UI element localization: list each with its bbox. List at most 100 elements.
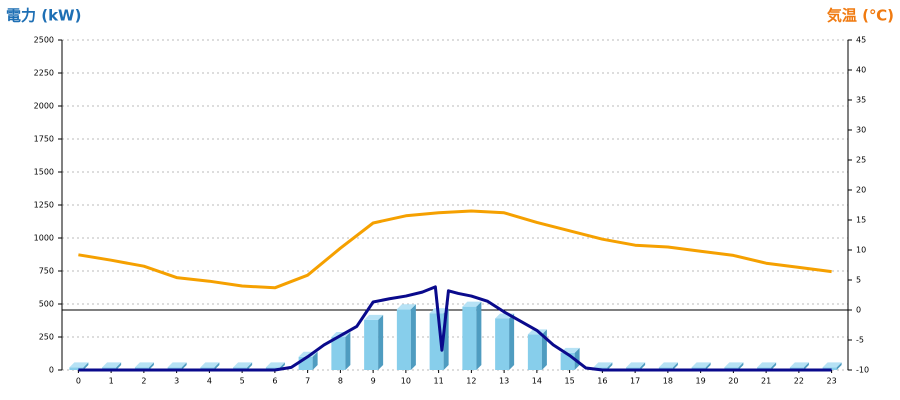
x-tick-label: 18 (663, 377, 673, 386)
x-tick-label: 1 (109, 377, 114, 386)
bar-top (233, 362, 253, 368)
bar (527, 329, 547, 370)
y2-tick-label: 20 (856, 186, 866, 195)
bar-top (658, 362, 678, 368)
bar-side (116, 362, 122, 370)
bar-top (364, 314, 384, 320)
y-tick-label: 2000 (34, 102, 54, 111)
bar-top (265, 362, 285, 368)
y2-tick-label: 35 (856, 96, 866, 105)
x-tick-label: 23 (827, 377, 837, 386)
bar-side (410, 304, 416, 370)
bar-front (69, 367, 84, 370)
x-tick-label: 19 (696, 377, 706, 386)
bar-side (803, 362, 809, 370)
line (78, 209, 832, 290)
y-tick-label: 1250 (34, 201, 54, 210)
line (78, 285, 832, 372)
bar (462, 301, 482, 370)
y-tick-label: 750 (39, 267, 54, 276)
y-tick-label: 1750 (34, 135, 54, 144)
bar-front (396, 309, 411, 370)
bar-side (836, 362, 842, 370)
x-tick-label: 3 (174, 377, 179, 386)
bar-top (200, 362, 220, 368)
x-tick-label: 10 (401, 377, 411, 386)
bar-side (672, 362, 678, 370)
x-tick-label: 13 (499, 377, 509, 386)
x-tick-label: 6 (272, 377, 277, 386)
y-tick-label: 0 (49, 366, 54, 375)
x-tick-label: 20 (728, 377, 738, 386)
y2-tick-label: 5 (856, 276, 861, 285)
bar (495, 313, 515, 370)
bar-front (331, 337, 346, 370)
y2-tick-label: -10 (856, 366, 869, 375)
x-tick-label: 11 (434, 377, 444, 386)
y2-tick-label: 40 (856, 66, 866, 75)
bar-side (738, 362, 744, 370)
x-tick-label: 0 (76, 377, 81, 386)
x-tick-label: 16 (597, 377, 607, 386)
bar-side (771, 362, 777, 370)
bar (69, 362, 89, 370)
x-tick-label: 4 (207, 377, 212, 386)
bar-front (527, 334, 542, 370)
bar-side (607, 362, 613, 370)
bar-front (364, 319, 379, 370)
bar-top (102, 362, 122, 368)
bar-front (462, 306, 477, 370)
bar-top (757, 362, 777, 368)
x-tick-label: 22 (794, 377, 804, 386)
bar-side (148, 362, 154, 370)
bar-front (495, 318, 510, 370)
bar-side (476, 301, 482, 370)
bar-side (181, 362, 187, 370)
x-tick-label: 14 (532, 377, 542, 386)
y-tick-label: 2250 (34, 69, 54, 78)
bar-side (312, 351, 318, 370)
bar-top (69, 362, 89, 368)
x-tick-label: 15 (565, 377, 575, 386)
x-tick-label: 21 (761, 377, 771, 386)
x-tick-label: 2 (141, 377, 146, 386)
x-tick-label: 9 (371, 377, 376, 386)
bar-side (83, 362, 89, 370)
bar-top (789, 362, 809, 368)
bar-top (593, 362, 613, 368)
bar-side (247, 362, 253, 370)
y2-axis-label: 気温 (℃) (827, 7, 894, 25)
x-tick-label: 17 (630, 377, 640, 386)
x-tick-label: 8 (338, 377, 343, 386)
bar-top (822, 362, 842, 368)
bar-top (396, 304, 416, 310)
y-tick-label: 500 (39, 300, 54, 309)
bar-side (705, 362, 711, 370)
bar-side (345, 332, 351, 370)
y-tick-label: 250 (39, 333, 54, 342)
bar-side (574, 347, 580, 370)
bar-top (462, 301, 482, 307)
bar-side (509, 313, 515, 370)
x-tick-label: 12 (466, 377, 476, 386)
bar-top (167, 362, 187, 368)
y2-tick-label: 25 (856, 156, 866, 165)
bar (396, 304, 416, 370)
bar-top (724, 362, 744, 368)
x-tick-label: 7 (305, 377, 310, 386)
bar-top (134, 362, 154, 368)
bar-top (626, 362, 646, 368)
bar-side (214, 362, 220, 370)
bar-top (691, 362, 711, 368)
y-tick-label: 1000 (34, 234, 54, 243)
x-tick-label: 5 (240, 377, 245, 386)
y2-tick-label: 10 (856, 246, 866, 255)
y-axis-label: 電力 (kW) (6, 7, 81, 25)
y2-tick-label: -5 (856, 336, 864, 345)
y-tick-label: 2500 (34, 36, 54, 45)
y-tick-label: 1500 (34, 168, 54, 177)
bar (429, 308, 449, 370)
y2-tick-label: 0 (856, 306, 861, 315)
y2-tick-label: 15 (856, 216, 866, 225)
